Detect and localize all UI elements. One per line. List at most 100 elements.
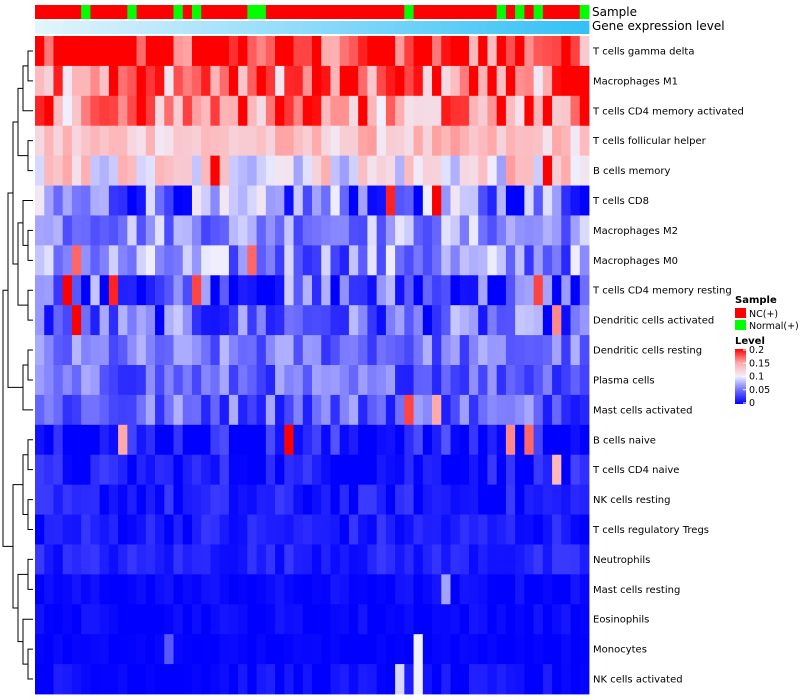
heatmap-cell (505, 65, 516, 97)
heatmap-cell (552, 215, 562, 246)
heatmap-cell (524, 275, 534, 306)
heatmap-cell (459, 365, 470, 396)
heatmap-cell (265, 245, 276, 276)
sample-annotation-cell (524, 5, 534, 19)
heatmap-cell (487, 454, 498, 486)
heatmap-cell (293, 454, 304, 486)
heatmap-cell (228, 454, 239, 486)
sample-annotation-cell (496, 5, 507, 19)
heatmap-cell (275, 544, 285, 575)
heatmap-cell (44, 185, 54, 216)
heatmap-cell (302, 36, 313, 67)
heatmap-cell (247, 574, 257, 605)
heatmap-cell (561, 514, 571, 545)
heatmap-cell (358, 454, 368, 486)
heatmap-cell (90, 95, 101, 127)
heatmap-cell (321, 36, 331, 67)
heatmap-cell (312, 514, 322, 545)
heatmap-cell (275, 215, 285, 246)
heatmap-cell (552, 155, 562, 186)
heatmap-cell (330, 36, 341, 67)
heatmap-cell (413, 394, 424, 426)
row-label: Plasma cells (593, 375, 655, 386)
heatmap-cell (579, 454, 590, 486)
heatmap-cell (265, 305, 276, 336)
heatmap-cell (35, 215, 45, 246)
heatmap-cell (293, 514, 304, 545)
heatmap-cell (348, 155, 359, 186)
heatmap-cell (561, 155, 571, 186)
heatmap-cell (542, 215, 553, 246)
heatmap-cell (339, 155, 350, 186)
sample-annotation-cell (348, 5, 359, 19)
heatmap-cell (256, 36, 267, 67)
sample-annotation-cell (395, 5, 405, 19)
heatmap-cell (496, 484, 507, 515)
heatmap-cell (432, 95, 442, 127)
heatmap-cell (515, 604, 525, 635)
expression-annotation-cell (478, 21, 488, 34)
heatmap-cell (53, 365, 64, 396)
heatmap-cell (330, 65, 341, 97)
heatmap-cell (256, 365, 267, 396)
heatmap-cell (395, 484, 405, 515)
heatmap-cell (164, 514, 174, 545)
level-colorbar (735, 349, 746, 404)
heatmap-cell (487, 305, 498, 336)
heatmap-cell (367, 125, 378, 157)
sample-annotation-cell (542, 5, 553, 19)
heatmap-cell (348, 95, 359, 127)
heatmap-cell (108, 95, 119, 127)
heatmap-cell (99, 484, 110, 515)
heatmap-cell (293, 634, 304, 665)
heatmap-cell (432, 365, 442, 396)
heatmap-cell (302, 365, 313, 396)
heatmap-cell (367, 305, 378, 336)
heatmap-cell (108, 36, 119, 67)
heatmap-cell (238, 335, 248, 366)
heatmap-cell (524, 36, 534, 67)
heatmap-cell (191, 544, 202, 575)
heatmap-cell (201, 155, 211, 186)
heatmap-cell (182, 454, 193, 486)
heatmap-cell (487, 125, 498, 157)
heatmap-cell (339, 544, 350, 575)
heatmap-cell (450, 36, 461, 67)
heatmap-cell (127, 394, 137, 426)
heatmap-cell (44, 544, 54, 575)
heatmap-cell (524, 394, 534, 426)
heatmap-cell (515, 365, 525, 396)
heatmap-cell (62, 125, 73, 157)
heatmap-cell (71, 185, 82, 216)
heatmap-cell (339, 574, 350, 605)
heatmap-cell (238, 365, 248, 396)
heatmap-cell (515, 394, 525, 426)
heatmap-cell (53, 574, 64, 605)
heatmap-cell (71, 95, 82, 127)
heatmap-cell (35, 604, 45, 635)
heatmap-cell (552, 394, 562, 426)
heatmap-cell (302, 275, 313, 306)
heatmap-cell (173, 335, 184, 366)
row-label: Mast cells activated (593, 405, 692, 416)
row-label: T cells CD8 (592, 196, 649, 207)
expression-annotation-cell (542, 21, 553, 34)
heatmap-cell (348, 335, 359, 366)
heatmap-cell (561, 215, 571, 246)
heatmap-cell (35, 65, 45, 97)
heatmap-cell (330, 604, 341, 635)
heatmap-cell (478, 634, 488, 665)
heatmap-cell (275, 36, 285, 67)
heatmap-cell (505, 335, 516, 366)
heatmap-cell (404, 544, 414, 575)
heatmap-cell (478, 544, 488, 575)
heatmap-cell (441, 95, 451, 127)
heatmap-cell (284, 155, 294, 186)
heatmap-cell (330, 245, 341, 276)
heatmap-cell (210, 65, 221, 97)
heatmap-cell (579, 155, 590, 186)
heatmap-cell (293, 36, 304, 67)
heatmap-cell (468, 634, 479, 665)
heatmap-cell (99, 125, 110, 157)
heatmap-cell (164, 424, 174, 456)
